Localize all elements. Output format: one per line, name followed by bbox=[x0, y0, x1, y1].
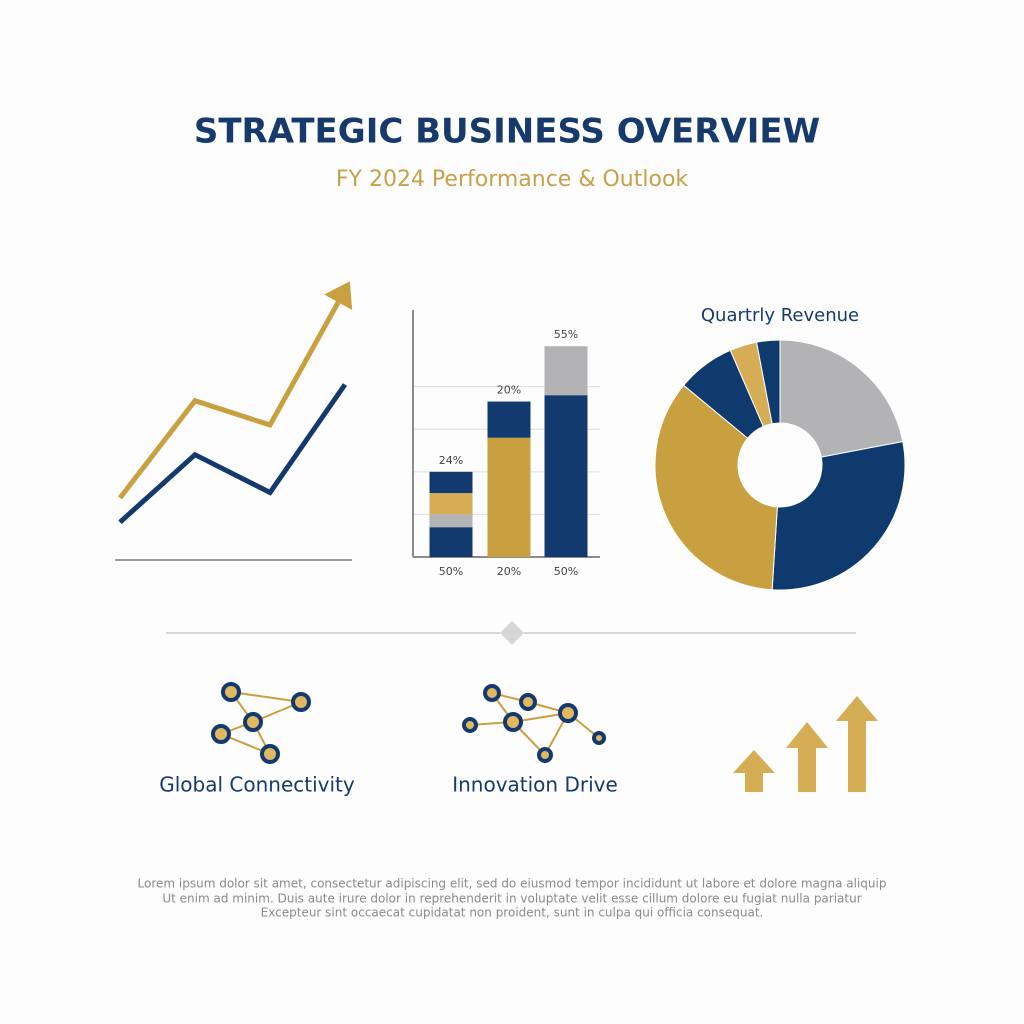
x-tick-label: 50% bbox=[439, 565, 463, 578]
donut-slice bbox=[654, 384, 778, 591]
bar-segment bbox=[429, 527, 473, 557]
subtitle: FY 2024 Performance & Outlook bbox=[336, 167, 689, 192]
donut-slice bbox=[771, 440, 906, 591]
network-icon bbox=[211, 682, 311, 764]
donut-slice bbox=[755, 339, 781, 425]
bar-segment bbox=[429, 471, 473, 494]
footer-text: Excepteur sint occaecat cupidatat non pr… bbox=[261, 906, 764, 920]
x-tick-label: 50% bbox=[554, 565, 578, 578]
line-series bbox=[118, 288, 348, 500]
line-series bbox=[118, 383, 348, 525]
feature-label: Global Connectivity bbox=[159, 773, 355, 797]
x-tick-label: 20% bbox=[497, 565, 521, 578]
growth-arrows-icon bbox=[733, 696, 878, 792]
bar-segment bbox=[487, 401, 531, 438]
footer-text: Ut enim ad minim. Duis aute irure dolor … bbox=[162, 892, 861, 906]
chart-title: Quartrly Revenue bbox=[701, 305, 859, 326]
bar-segment bbox=[487, 437, 531, 557]
bar-segment bbox=[429, 514, 473, 528]
bar-segment bbox=[544, 395, 588, 557]
bar-label: 20% bbox=[497, 384, 521, 397]
divider-diamond bbox=[500, 621, 524, 645]
footer-text: Lorem ipsum dolor sit amet, consectetur … bbox=[138, 877, 887, 891]
bar-label: 55% bbox=[554, 328, 578, 341]
bar-segment bbox=[429, 493, 473, 515]
title: STRATEGIC BUSINESS OVERVIEW bbox=[194, 112, 820, 152]
feature-label: Innovation Drive bbox=[452, 773, 618, 797]
bar-label: 24% bbox=[439, 454, 463, 467]
donut-slice bbox=[779, 339, 904, 458]
arrow-head bbox=[324, 281, 353, 311]
bar-segment bbox=[544, 346, 588, 396]
network-icon bbox=[462, 684, 606, 763]
